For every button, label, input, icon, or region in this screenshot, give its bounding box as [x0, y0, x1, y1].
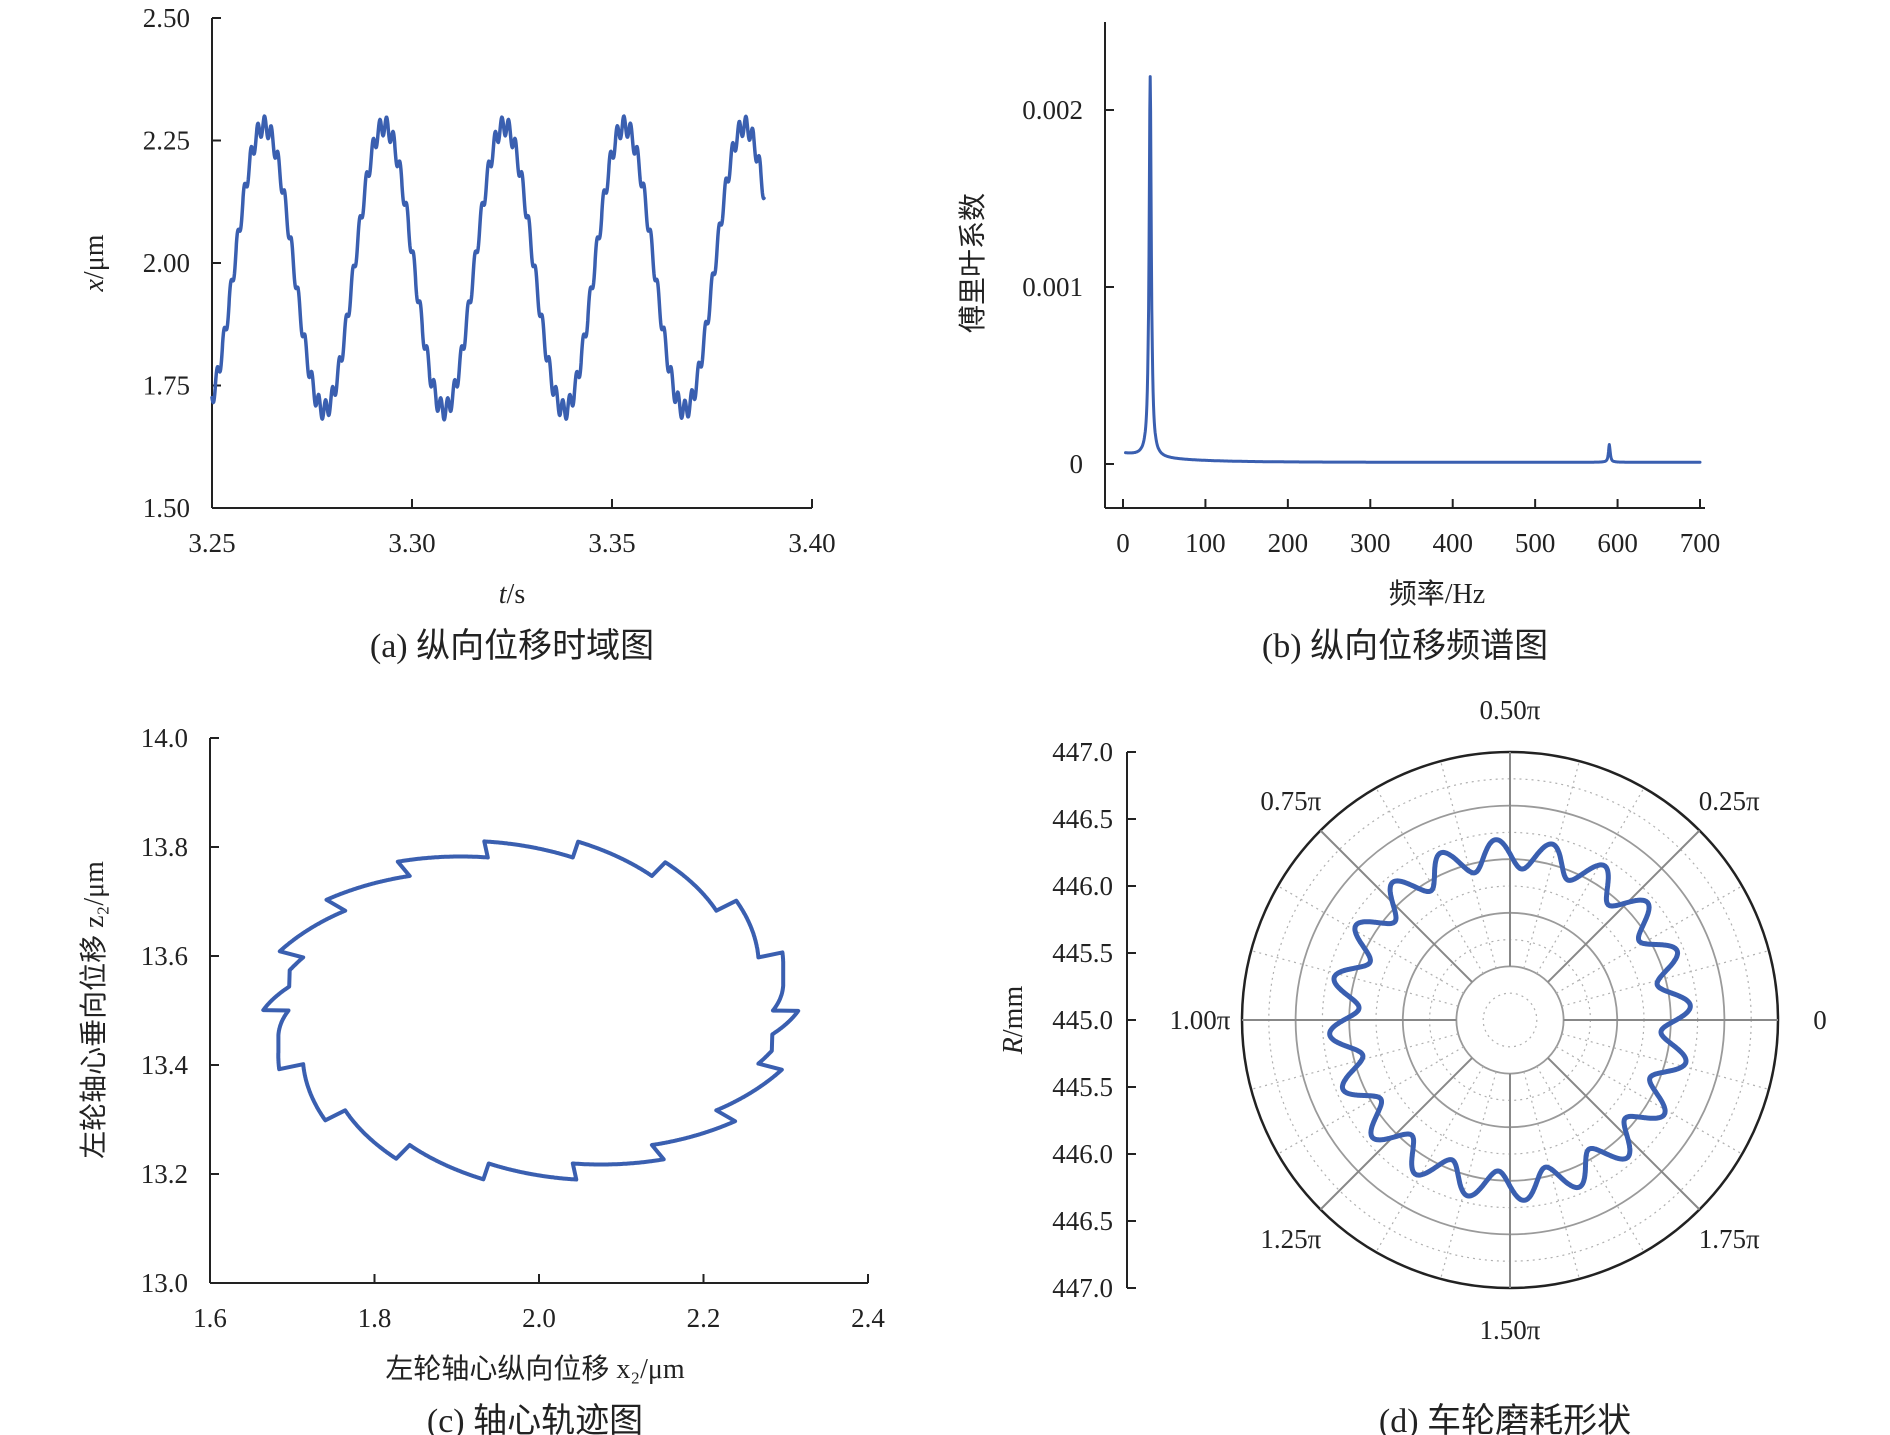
a-x-tick-label: 3.40: [788, 528, 835, 558]
b-x-tick-label: 500: [1515, 528, 1556, 558]
d-grid-ring-minor: [1482, 992, 1538, 1048]
a-x-tick-label: 3.25: [188, 528, 235, 558]
c-y-tick-label: 13.6: [141, 941, 188, 971]
c-y-tick-label: 13.2: [141, 1159, 188, 1189]
panel-c: 1.6 1.8 2.0 2.2 2.413.013.213.413.613.814.0 …: [78, 723, 885, 1435]
c-y-axis-label: 左轮轴心垂向位移 z₂/μm: [78, 861, 110, 1159]
d-angle-label: 1.00π: [1170, 1005, 1231, 1035]
d-r-tick-label: 447.0: [1052, 1273, 1113, 1303]
a-y-tick-label: 1.75: [143, 371, 190, 401]
b-x-tick-label: 100: [1185, 528, 1226, 558]
d-angle-label: 1.75π: [1699, 1224, 1760, 1254]
b-x-axis-label: 频率/Hz: [1389, 578, 1485, 610]
a-y-tick-label: 2.25: [143, 126, 190, 156]
c-x-tick-label: 1.8: [358, 1303, 392, 1333]
b-x-tick-label: 0: [1116, 528, 1130, 558]
d-angle-label: 0.50π: [1480, 695, 1541, 725]
b-ticks: 0 100 200 300 400 500 600 700 0 0.001 0.002: [1022, 95, 1720, 558]
d-r-tick-label: 447.0: [1052, 737, 1113, 767]
b-series-line: [1124, 75, 1702, 464]
d-polar-grid: 0 0.25π 0.50π 0.75π 1.00π 1.25π 1.50π 1.75π: [1170, 695, 1827, 1345]
d-r-tick-label: 445.0: [1052, 1005, 1113, 1035]
b-x-tick-label: 300: [1350, 528, 1391, 558]
c-caption: (c) 轴心轨迹图: [427, 1402, 643, 1435]
b-caption: (b) 纵向位移频谱图: [1262, 627, 1548, 665]
d-spoke: [1319, 829, 1473, 983]
d-grid-ring: [1455, 965, 1565, 1075]
c-y-tick-label: 14.0: [141, 723, 188, 753]
b-x-tick-label: 400: [1432, 528, 1473, 558]
d-wear-profile: [1327, 837, 1693, 1203]
a-caption: (a) 纵向位移时域图: [370, 627, 654, 665]
a-y-axis-label: x/μm: [79, 234, 110, 292]
a-series-line: [210, 114, 766, 422]
c-y-tick-label: 13.8: [141, 832, 188, 862]
a-y-tick-label: 2.50: [143, 3, 190, 33]
c-y-tick-label: 13.0: [141, 1268, 188, 1298]
c-x-tick-label: 1.6: [193, 1303, 227, 1333]
d-angle-label: 0: [1813, 1005, 1827, 1035]
d-angle-label: 0.25π: [1699, 786, 1760, 816]
a-x-axis-label: t/s: [499, 579, 525, 610]
a-ticks: 3.25 3.30 3.35 3.40 1.50 1.75 2.00 2.25 2.50: [143, 3, 836, 558]
a-x-tick-label: 3.35: [588, 528, 635, 558]
d-r-tick-label: 445.5: [1052, 938, 1113, 968]
b-y-axis-label: 傅里叶系数: [957, 193, 989, 333]
d-spoke: [1547, 1057, 1701, 1211]
b-x-tick-label: 200: [1268, 528, 1309, 558]
d-angle-label: 1.25π: [1260, 1224, 1321, 1254]
d-angle-label: 0.75π: [1260, 786, 1321, 816]
d-angle-label: 1.50π: [1480, 1315, 1541, 1345]
d-r-tick-label: 446.5: [1052, 1206, 1113, 1236]
d-r-tick-label: 445.5: [1052, 1072, 1113, 1102]
a-y-tick-label: 2.00: [143, 248, 190, 278]
b-y-tick-label: 0.001: [1022, 272, 1083, 302]
c-x-tick-label: 2.0: [522, 1303, 556, 1333]
d-spoke: [1319, 1057, 1473, 1211]
d-r-tick-label: 446.5: [1052, 804, 1113, 834]
a-x-tick-label: 3.30: [388, 528, 435, 558]
d-r-tick-label: 446.0: [1052, 1139, 1113, 1169]
c-x-axis-label: 左轮轴心纵向位移 x₂/μm: [385, 1353, 685, 1385]
d-r-tick-label: 446.0: [1052, 871, 1113, 901]
a-y-tick-label: 1.50: [143, 493, 190, 523]
d-r-ticks: 447.0 446.5 446.0 445.5 445.0 445.5 446.0 446.5…: [1052, 737, 1136, 1303]
b-y-tick-label: 0.002: [1022, 95, 1083, 125]
b-y-tick-label: 0: [1070, 449, 1084, 479]
d-spoke: [1547, 829, 1701, 983]
b-x-tick-label: 600: [1597, 528, 1638, 558]
d-r-axis-label: R/mm: [998, 986, 1029, 1056]
d-caption: (d) 车轮磨耗形状: [1379, 1402, 1631, 1435]
c-orbit-line: [261, 839, 801, 1182]
b-x-tick-label: 700: [1680, 528, 1721, 558]
panel-a: 3.25 3.30 3.35 3.40 1.50 1.75 2.00 2.25 2.50 t/s…: [79, 3, 836, 665]
c-x-tick-label: 2.2: [687, 1303, 721, 1333]
c-ticks: 1.6 1.8 2.0 2.2 2.4 13.0 13.2 13.4 13.6 13.8 14.0: [141, 723, 886, 1333]
panel-d: 447.0 446.5 446.0 445.5 445.0 445.5 446.0 446.5…: [998, 695, 1827, 1435]
c-y-tick-label: 13.4: [141, 1050, 189, 1080]
c-x-tick-label: 2.4: [851, 1303, 885, 1333]
